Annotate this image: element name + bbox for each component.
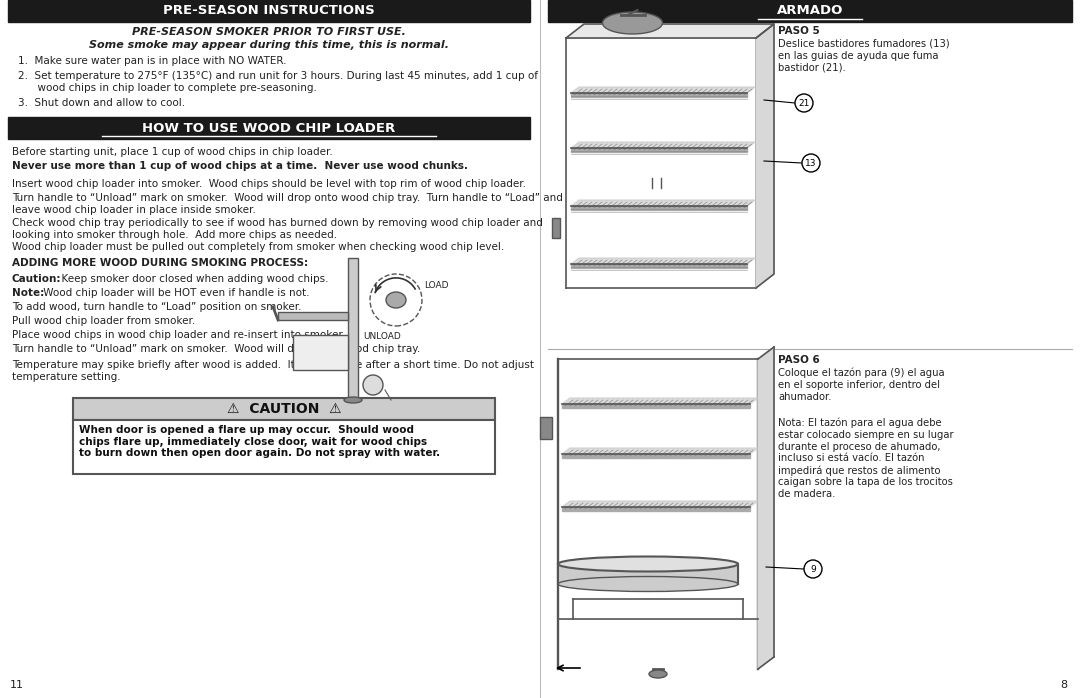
Text: 9: 9: [810, 565, 815, 574]
Text: Turn handle to “Unload” mark on smoker.  Wood will drop onto wood chip tray.: Turn handle to “Unload” mark on smoker. …: [12, 344, 420, 354]
Text: 21: 21: [798, 98, 810, 107]
Polygon shape: [562, 454, 750, 458]
Bar: [348, 258, 357, 400]
Text: 3.  Shut down and allow to cool.: 3. Shut down and allow to cool.: [18, 98, 185, 108]
Polygon shape: [571, 87, 755, 93]
Text: ARMADO: ARMADO: [777, 4, 843, 17]
Text: Check wood chip tray periodically to see if wood has burned down by removing woo: Check wood chip tray periodically to see…: [12, 218, 543, 239]
Text: Caution:: Caution:: [12, 274, 62, 284]
Text: Wood chip loader will be HOT even if handle is not.: Wood chip loader will be HOT even if han…: [40, 288, 310, 298]
Text: 1.  Make sure water pan is in place with NO WATER.: 1. Make sure water pan is in place with …: [18, 56, 286, 66]
Text: ADDING MORE WOOD DURING SMOKING PROCESS:: ADDING MORE WOOD DURING SMOKING PROCESS:: [12, 258, 308, 268]
Text: Place wood chips in wood chip loader and re-insert into smoker.: Place wood chips in wood chip loader and…: [12, 330, 346, 340]
Ellipse shape: [649, 670, 667, 678]
Text: 8: 8: [1059, 680, 1067, 690]
Circle shape: [804, 560, 822, 578]
Polygon shape: [571, 148, 747, 152]
Polygon shape: [571, 206, 747, 210]
Polygon shape: [756, 24, 774, 288]
Text: Turn handle to “Unload” mark on smoker.  Wood will drop onto wood chip tray.  Tu: Turn handle to “Unload” mark on smoker. …: [12, 193, 563, 214]
Text: Some smoke may appear during this time, this is normal.: Some smoke may appear during this time, …: [89, 40, 449, 50]
Text: 13: 13: [806, 158, 816, 168]
Bar: [540, 417, 552, 439]
Bar: [548, 0, 1072, 22]
Circle shape: [363, 375, 383, 395]
Text: Insert wood chip loader into smoker.  Wood chips should be level with top rim of: Insert wood chip loader into smoker. Woo…: [12, 179, 526, 189]
Text: Coloque el tazón para (9) el agua
en el soporte inferior, dentro del
ahumador.: Coloque el tazón para (9) el agua en el …: [778, 368, 945, 402]
Text: To add wood, turn handle to “Load” position on smoker.: To add wood, turn handle to “Load” posit…: [12, 302, 301, 312]
Text: Never use more than 1 cup of wood chips at a time.  Never use wood chunks.: Never use more than 1 cup of wood chips …: [12, 161, 468, 171]
Text: Before starting unit, place 1 cup of wood chips in chip loader.: Before starting unit, place 1 cup of woo…: [12, 147, 333, 157]
Polygon shape: [562, 501, 758, 507]
Bar: [8, 0, 530, 22]
Ellipse shape: [386, 292, 406, 308]
Text: PASO 6: PASO 6: [778, 355, 820, 365]
Bar: [552, 218, 561, 238]
Text: PASO 5: PASO 5: [778, 26, 820, 36]
Ellipse shape: [558, 577, 738, 591]
Text: Nota: El tazón para el agua debe
estar colocado siempre en su lugar
durante el p: Nota: El tazón para el agua debe estar c…: [778, 418, 954, 498]
Polygon shape: [562, 404, 750, 408]
Text: 11: 11: [10, 680, 24, 690]
Text: UNLOAD: UNLOAD: [363, 332, 401, 341]
Text: HOW TO USE WOOD CHIP LOADER: HOW TO USE WOOD CHIP LOADER: [143, 121, 395, 135]
Bar: [278, 312, 348, 320]
Polygon shape: [758, 347, 774, 669]
Text: Temperature may spike briefly after wood is added.  It will stabilize after a sh: Temperature may spike briefly after wood…: [12, 360, 534, 382]
Text: Pull wood chip loader from smoker.: Pull wood chip loader from smoker.: [12, 316, 195, 326]
Text: LOAD: LOAD: [424, 281, 448, 290]
Bar: [73, 420, 495, 474]
Text: Note:: Note:: [12, 288, 44, 298]
Text: PRE-SEASON SMOKER PRIOR TO FIRST USE.: PRE-SEASON SMOKER PRIOR TO FIRST USE.: [132, 27, 406, 37]
Polygon shape: [571, 264, 747, 268]
Polygon shape: [562, 507, 750, 511]
Polygon shape: [562, 448, 758, 454]
Text: When door is opened a flare up may occur.  Should wood
chips flare up, immediate: When door is opened a flare up may occur…: [79, 425, 441, 458]
Bar: [293, 335, 348, 370]
Text: Keep smoker door closed when adding wood chips.: Keep smoker door closed when adding wood…: [55, 274, 328, 284]
Text: Deslice bastidores fumadores (13)
en las guias de ayuda que fuma
bastidor (21).: Deslice bastidores fumadores (13) en las…: [778, 39, 949, 72]
Bar: [73, 398, 495, 420]
Polygon shape: [571, 142, 755, 148]
Ellipse shape: [558, 556, 738, 572]
Polygon shape: [562, 398, 758, 404]
Polygon shape: [571, 258, 755, 264]
Circle shape: [802, 154, 820, 172]
Text: 2.  Set temperature to 275°F (135°C) and run unit for 3 hours. During last 45 mi: 2. Set temperature to 275°F (135°C) and …: [18, 71, 538, 93]
Circle shape: [795, 94, 813, 112]
Text: ⚠  CAUTION  ⚠: ⚠ CAUTION ⚠: [227, 402, 341, 416]
Ellipse shape: [345, 397, 362, 403]
Polygon shape: [558, 564, 738, 584]
Polygon shape: [571, 93, 747, 97]
Polygon shape: [571, 200, 755, 206]
Polygon shape: [566, 24, 774, 38]
Text: PRE-SEASON INSTRUCTIONS: PRE-SEASON INSTRUCTIONS: [163, 4, 375, 17]
Text: Wood chip loader must be pulled out completely from smoker when checking wood ch: Wood chip loader must be pulled out comp…: [12, 242, 504, 252]
Bar: [8, 117, 530, 139]
Ellipse shape: [603, 12, 662, 34]
